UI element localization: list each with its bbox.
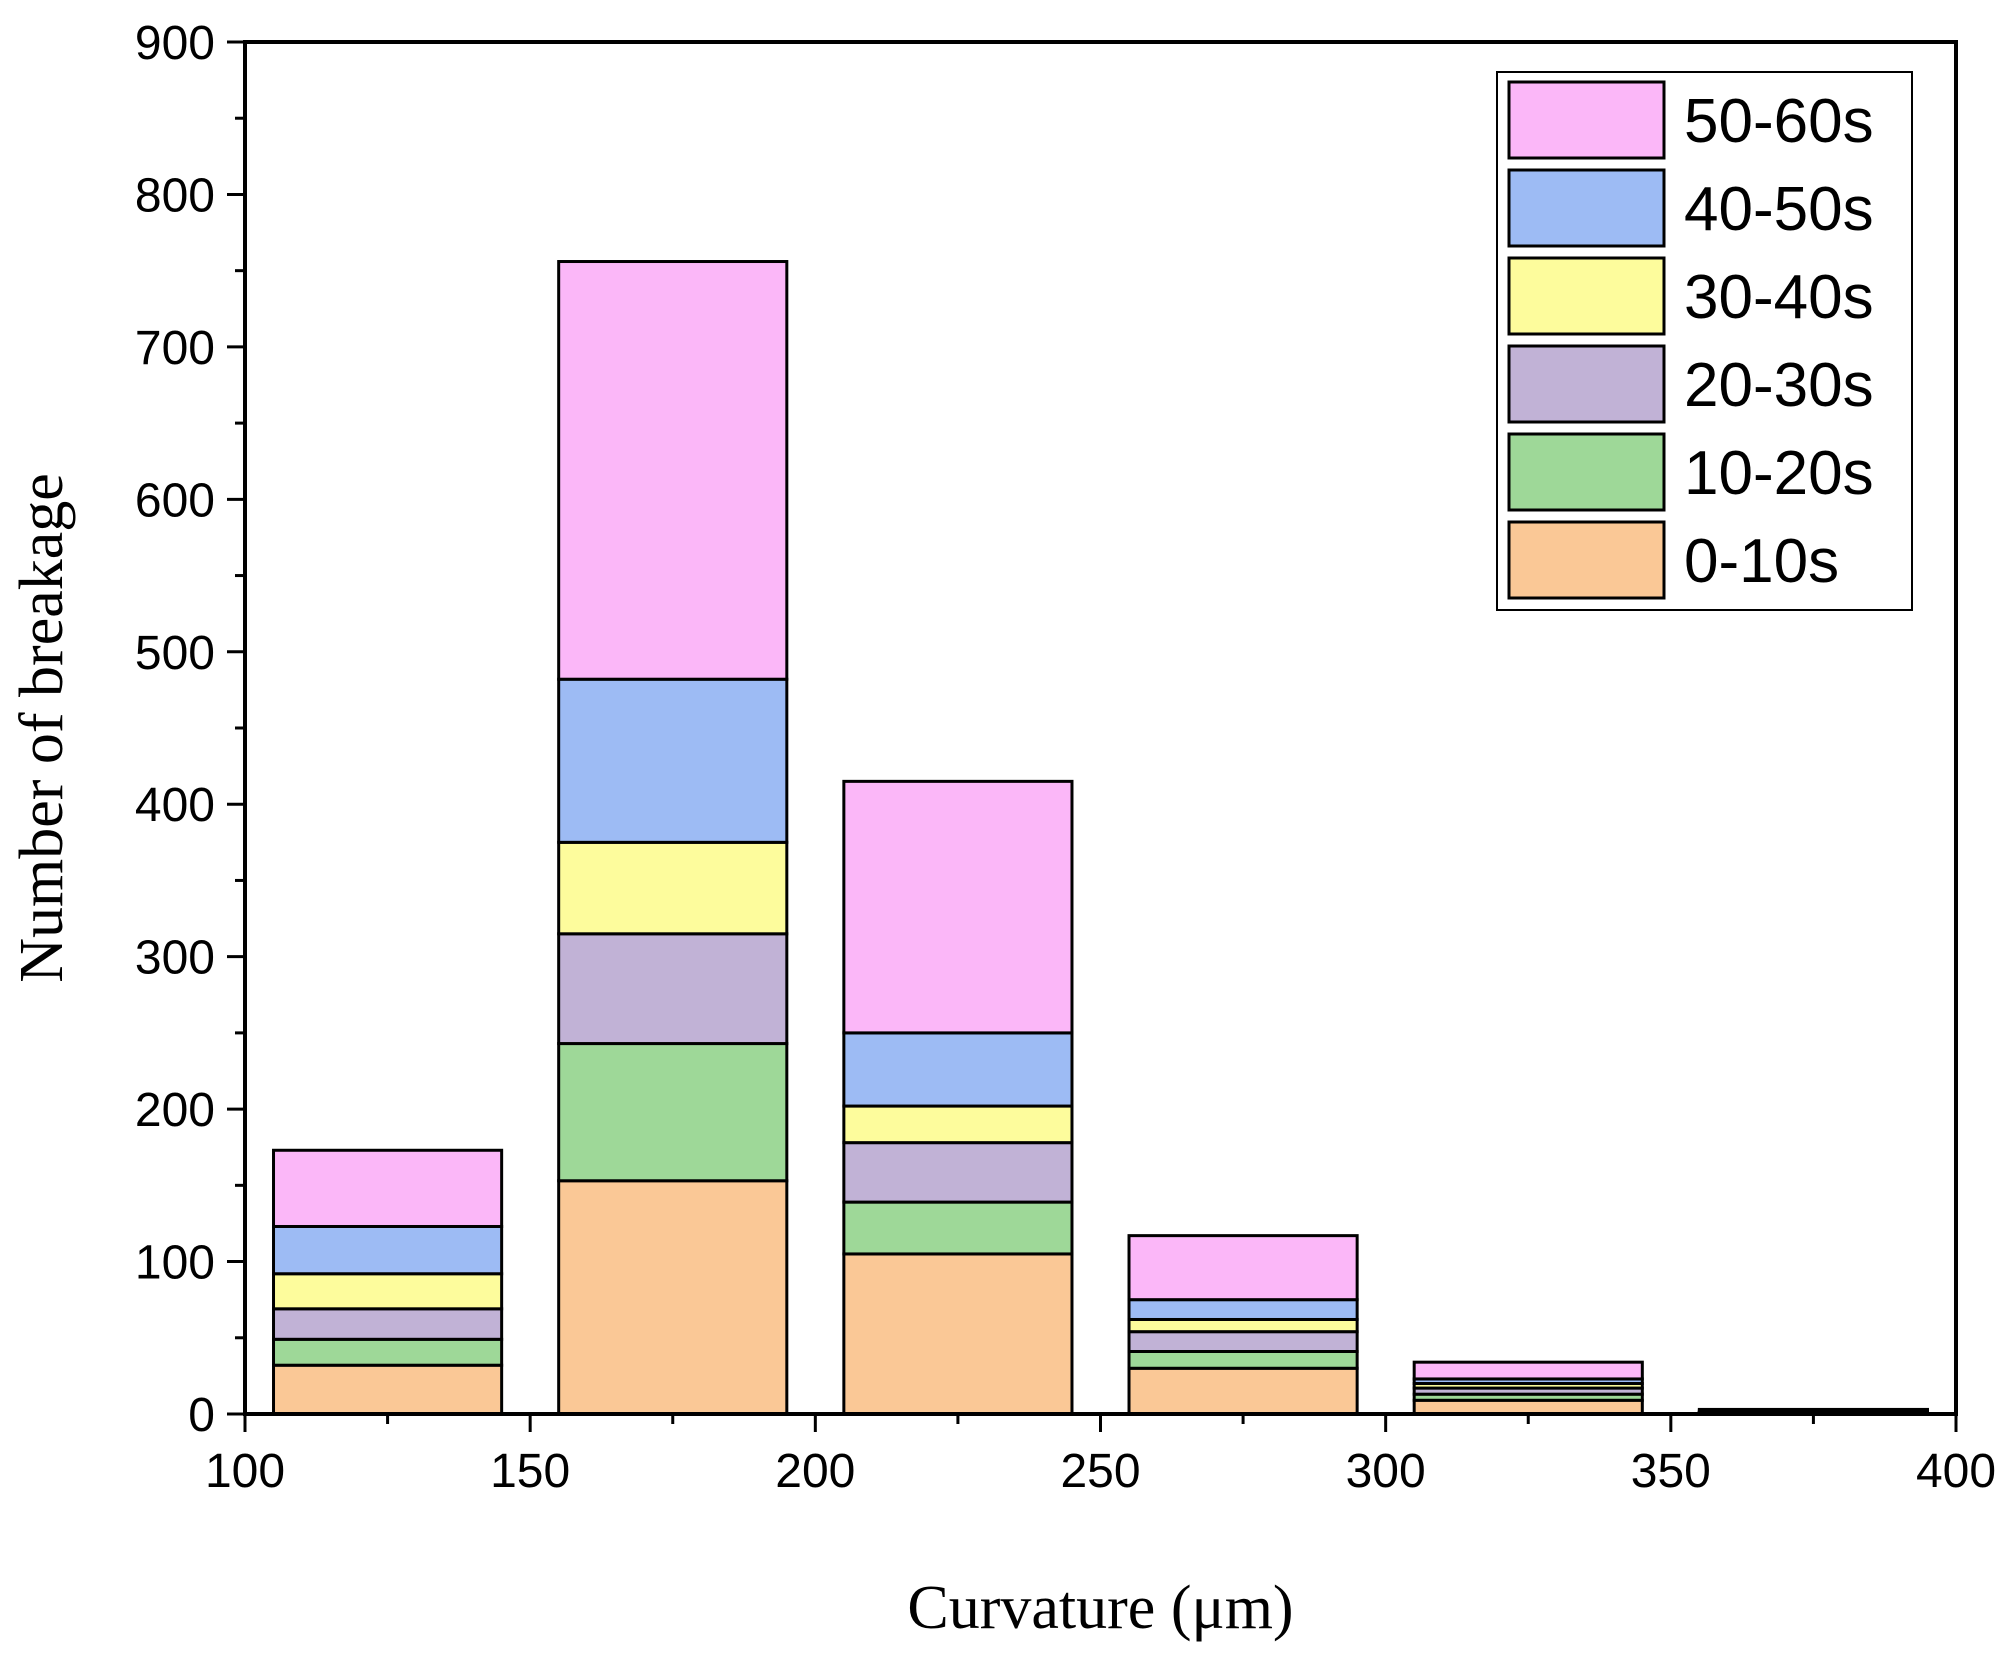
legend-label: 40-50s <box>1684 175 1874 244</box>
bar-segment <box>842 1252 1074 1416</box>
x-tick-label: 400 <box>1916 1445 1996 1498</box>
bar-segment <box>557 260 789 681</box>
bar-segment <box>1697 1407 1929 1413</box>
bar-segment <box>272 1363 504 1416</box>
legend-label: 30-40s <box>1684 263 1874 332</box>
y-tick-label: 200 <box>135 1084 215 1137</box>
bar-segment <box>1127 1366 1359 1416</box>
bar-segment <box>1412 1360 1644 1381</box>
y-tick-label: 100 <box>135 1237 215 1290</box>
bar-segment <box>842 1031 1074 1108</box>
x-tick-label: 250 <box>1060 1445 1140 1498</box>
legend-swatch <box>1507 344 1666 424</box>
legend-swatch <box>1507 168 1666 248</box>
bar-segment <box>272 1307 504 1341</box>
y-tick-label: 900 <box>135 17 215 70</box>
bar-segment <box>1127 1330 1359 1353</box>
bar-segment <box>557 1042 789 1183</box>
bar-segment <box>557 1179 789 1416</box>
legend-swatch <box>1507 520 1666 600</box>
bar-layer <box>272 260 1929 1416</box>
bar-segment <box>272 1148 504 1228</box>
y-tick-label: 0 <box>188 1389 215 1442</box>
axis-ticks: 100 150 200 250 300 350 4000100200300400500600… <box>135 17 1996 1498</box>
x-tick-label: 350 <box>1631 1445 1711 1498</box>
bar-segment <box>842 1104 1074 1145</box>
bar-segment <box>1412 1398 1644 1416</box>
legend-swatch <box>1507 432 1666 512</box>
x-tick-label: 200 <box>775 1445 855 1498</box>
legend-box <box>1496 71 1913 611</box>
bar-segment <box>1127 1298 1359 1321</box>
legend-label: 20-30s <box>1684 351 1874 420</box>
bar-segment <box>557 932 789 1046</box>
bar-segment <box>1127 1349 1359 1370</box>
bar-segment <box>842 1200 1074 1256</box>
y-tick-label: 400 <box>135 779 215 832</box>
bar-segment <box>842 779 1074 1035</box>
legend-label: 10-20s <box>1684 439 1874 508</box>
legend-label: 50-60s <box>1684 87 1874 156</box>
y-axis-title: Number of breakage <box>8 473 76 983</box>
bar-segment <box>1127 1234 1359 1302</box>
x-tick-label: 300 <box>1346 1445 1426 1498</box>
bar-segment <box>272 1224 504 1276</box>
bar-segment <box>557 677 789 844</box>
bar-segment <box>1127 1317 1359 1334</box>
legend: 50-60s 40-50s 30-40s 20-30s 10-20s 0-10s <box>1496 71 1913 611</box>
legend-swatch <box>1507 80 1666 160</box>
x-tick-label: 150 <box>490 1445 570 1498</box>
x-axis-title: Curvature (μm) <box>907 1574 1293 1642</box>
x-tick-label: 100 <box>205 1445 285 1498</box>
y-tick-label: 800 <box>135 169 215 222</box>
legend-swatch <box>1507 256 1666 336</box>
y-tick-label: 300 <box>135 932 215 985</box>
y-tick-label: 700 <box>135 322 215 375</box>
bar-segment <box>272 1337 504 1367</box>
y-tick-label: 500 <box>135 627 215 680</box>
bar-segment <box>272 1272 504 1311</box>
legend-label: 0-10s <box>1684 527 1839 596</box>
bar-segment <box>557 840 789 936</box>
y-tick-label: 600 <box>135 474 215 527</box>
bar-segment <box>842 1141 1074 1204</box>
